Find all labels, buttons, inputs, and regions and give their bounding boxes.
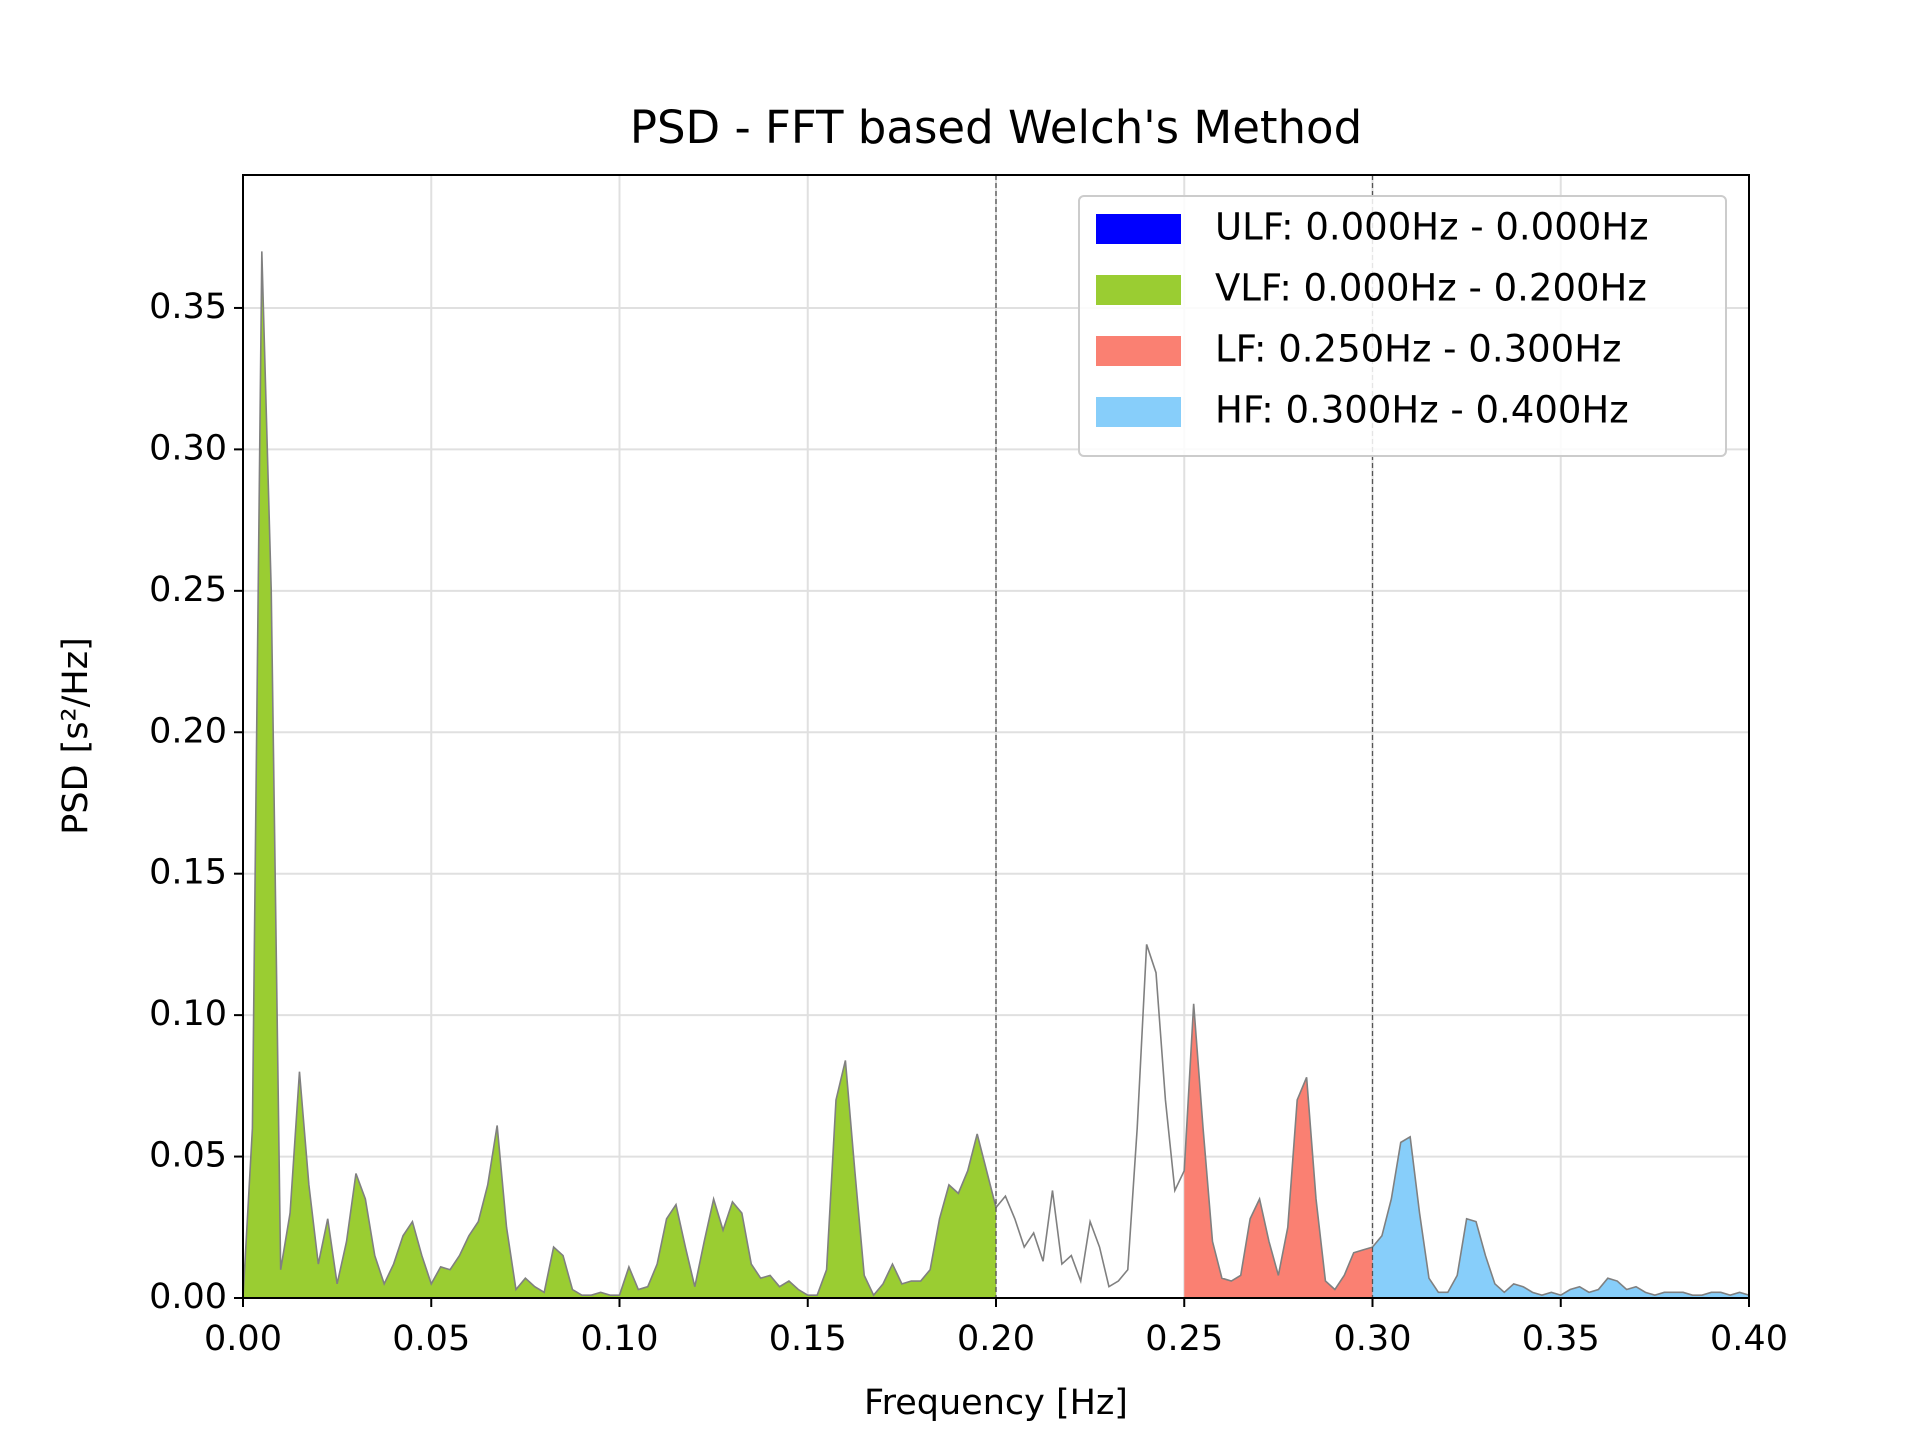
x-tick-label: 0.10 xyxy=(581,1319,659,1359)
legend-label: ULF: 0.000Hz - 0.000Hz xyxy=(1215,206,1649,249)
y-tick-label: 0.35 xyxy=(149,287,227,327)
x-tick-label: 0.20 xyxy=(957,1319,1035,1359)
legend-swatch xyxy=(1096,397,1181,427)
chart-title: PSD - FFT based Welch's Method xyxy=(630,101,1362,154)
x-tick-label: 0.35 xyxy=(1522,1319,1600,1359)
x-tick-label: 0.15 xyxy=(769,1319,847,1359)
x-tick-label: 0.30 xyxy=(1334,1319,1412,1359)
x-tick-label: 0.25 xyxy=(1145,1319,1223,1359)
x-tick-label: 0.40 xyxy=(1710,1319,1788,1359)
x-tick-label: 0.00 xyxy=(204,1319,282,1359)
y-tick-label: 0.30 xyxy=(149,428,227,468)
y-axis-label: PSD [s²/Hz] xyxy=(56,637,96,834)
y-tick-label: 0.25 xyxy=(149,570,227,610)
y-tick-label: 0.05 xyxy=(149,1136,227,1176)
legend-swatch xyxy=(1096,214,1181,244)
y-tick-label: 0.00 xyxy=(149,1277,227,1317)
legend-swatch xyxy=(1096,275,1181,305)
band-fill xyxy=(1372,1136,1749,1298)
legend-box xyxy=(1078,195,1727,457)
plot-frame xyxy=(242,174,1750,1299)
legend-label: HF: 0.300Hz - 0.400Hz xyxy=(1215,389,1629,432)
legend-label: LF: 0.250Hz - 0.300Hz xyxy=(1215,328,1621,371)
band-fill xyxy=(1184,1003,1373,1298)
y-tick-label: 0.15 xyxy=(149,853,227,893)
x-axis-label: Frequency [Hz] xyxy=(864,1383,1128,1423)
legend-label: VLF: 0.000Hz - 0.200Hz xyxy=(1215,267,1647,310)
x-tick-label: 0.05 xyxy=(392,1319,470,1359)
y-tick-label: 0.20 xyxy=(149,711,227,751)
legend-swatch xyxy=(1096,336,1181,366)
y-tick-label: 0.10 xyxy=(149,994,227,1034)
